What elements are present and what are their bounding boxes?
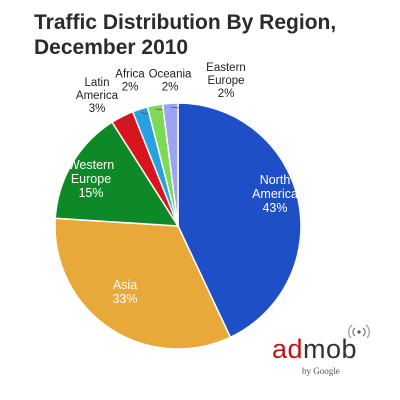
slice-name-eastern-europe: Eastern: [206, 62, 246, 74]
slice-value-asia: 33%: [112, 292, 137, 306]
slice-name-oceania: Oceania: [149, 69, 192, 81]
logo-wordmark: admob: [272, 334, 357, 365]
slice-label-asia: Asia 33%: [112, 278, 137, 306]
slice-label-oceania: Oceania 2%: [149, 69, 192, 94]
chart-title: Traffic Distribution By Region,: [34, 11, 337, 34]
signal-waves-icon: [348, 324, 370, 338]
slice-name-eastern-europe: Europe: [207, 75, 244, 87]
slice-value-north-america: 43%: [262, 201, 287, 215]
slice-value-africa: 2%: [122, 82, 139, 94]
slice-value-oceania: 2%: [162, 82, 179, 94]
slice-name-western-europe: Western: [68, 158, 114, 172]
slice-value-latin-america: 3%: [89, 103, 106, 115]
slice-name-latin-america: Latin: [85, 77, 110, 89]
slice-label-north-america: North America 43%: [252, 173, 298, 215]
pie-slice-eastern-europe: [161, 102, 179, 227]
slice-label-africa: Africa 2%: [115, 69, 145, 94]
slice-name-north-america: North: [260, 173, 291, 187]
slice-label-eastern-europe: Eastern Europe 2%: [206, 62, 246, 100]
chart-subtitle: December 2010: [34, 36, 189, 59]
chart-title-block: Traffic Distribution By Region, December…: [34, 10, 394, 60]
pie-slice-western-europe: [54, 121, 180, 227]
slice-value-eastern-europe: 2%: [218, 88, 235, 100]
leader-line-latin-america: [123, 119, 131, 127]
slice-label-latin-america: Latin America 3%: [76, 77, 119, 115]
slice-name-latin-america: America: [76, 90, 119, 102]
pie-slice-asia: [54, 217, 232, 350]
leader-line-eastern-europe: [170, 106, 181, 109]
admob-logo: admob by Google: [272, 324, 382, 380]
logo-byline: by Google: [302, 366, 340, 376]
slice-value-western-europe: 15%: [78, 186, 103, 200]
slice-name-north-america: America: [252, 187, 298, 201]
pie-slice-north-america: [177, 102, 302, 339]
slice-name-western-europe: Europe: [71, 172, 111, 186]
logo-ad-text: ad: [272, 334, 304, 364]
logo-mob-text: mob: [303, 334, 358, 364]
slice-name-asia: Asia: [113, 278, 137, 292]
slice-name-africa: Africa: [115, 69, 145, 81]
slice-label-western-europe: Western Europe 15%: [68, 158, 114, 200]
